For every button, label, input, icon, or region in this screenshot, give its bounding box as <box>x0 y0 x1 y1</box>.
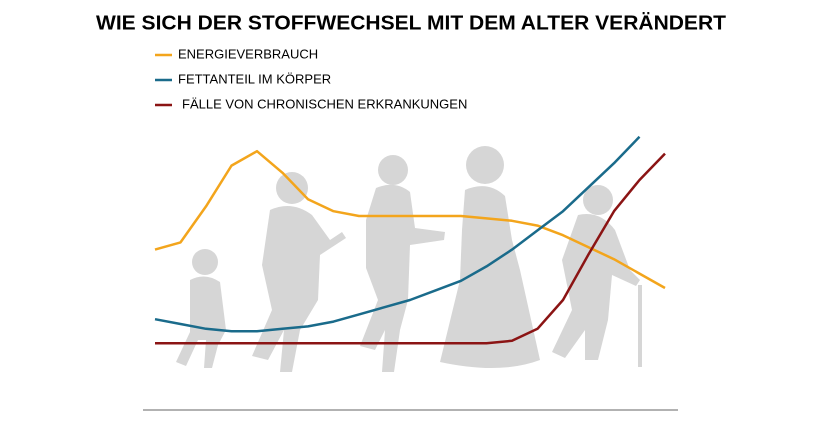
legend-label: FETTANTEIL IM KÖRPER <box>178 71 331 86</box>
legend-label: ENERGIEVERBRAUCH <box>178 46 318 61</box>
data-line <box>154 135 641 333</box>
silhouettes <box>176 146 642 372</box>
chart-title: WIE SICH DER STOFFWECHSEL MIT DEM ALTER … <box>96 11 726 34</box>
legend-label: FÄLLE VON CHRONISCHEN ERKRANKUNGEN <box>182 96 467 111</box>
data-line <box>155 152 666 345</box>
data-line <box>154 149 666 290</box>
